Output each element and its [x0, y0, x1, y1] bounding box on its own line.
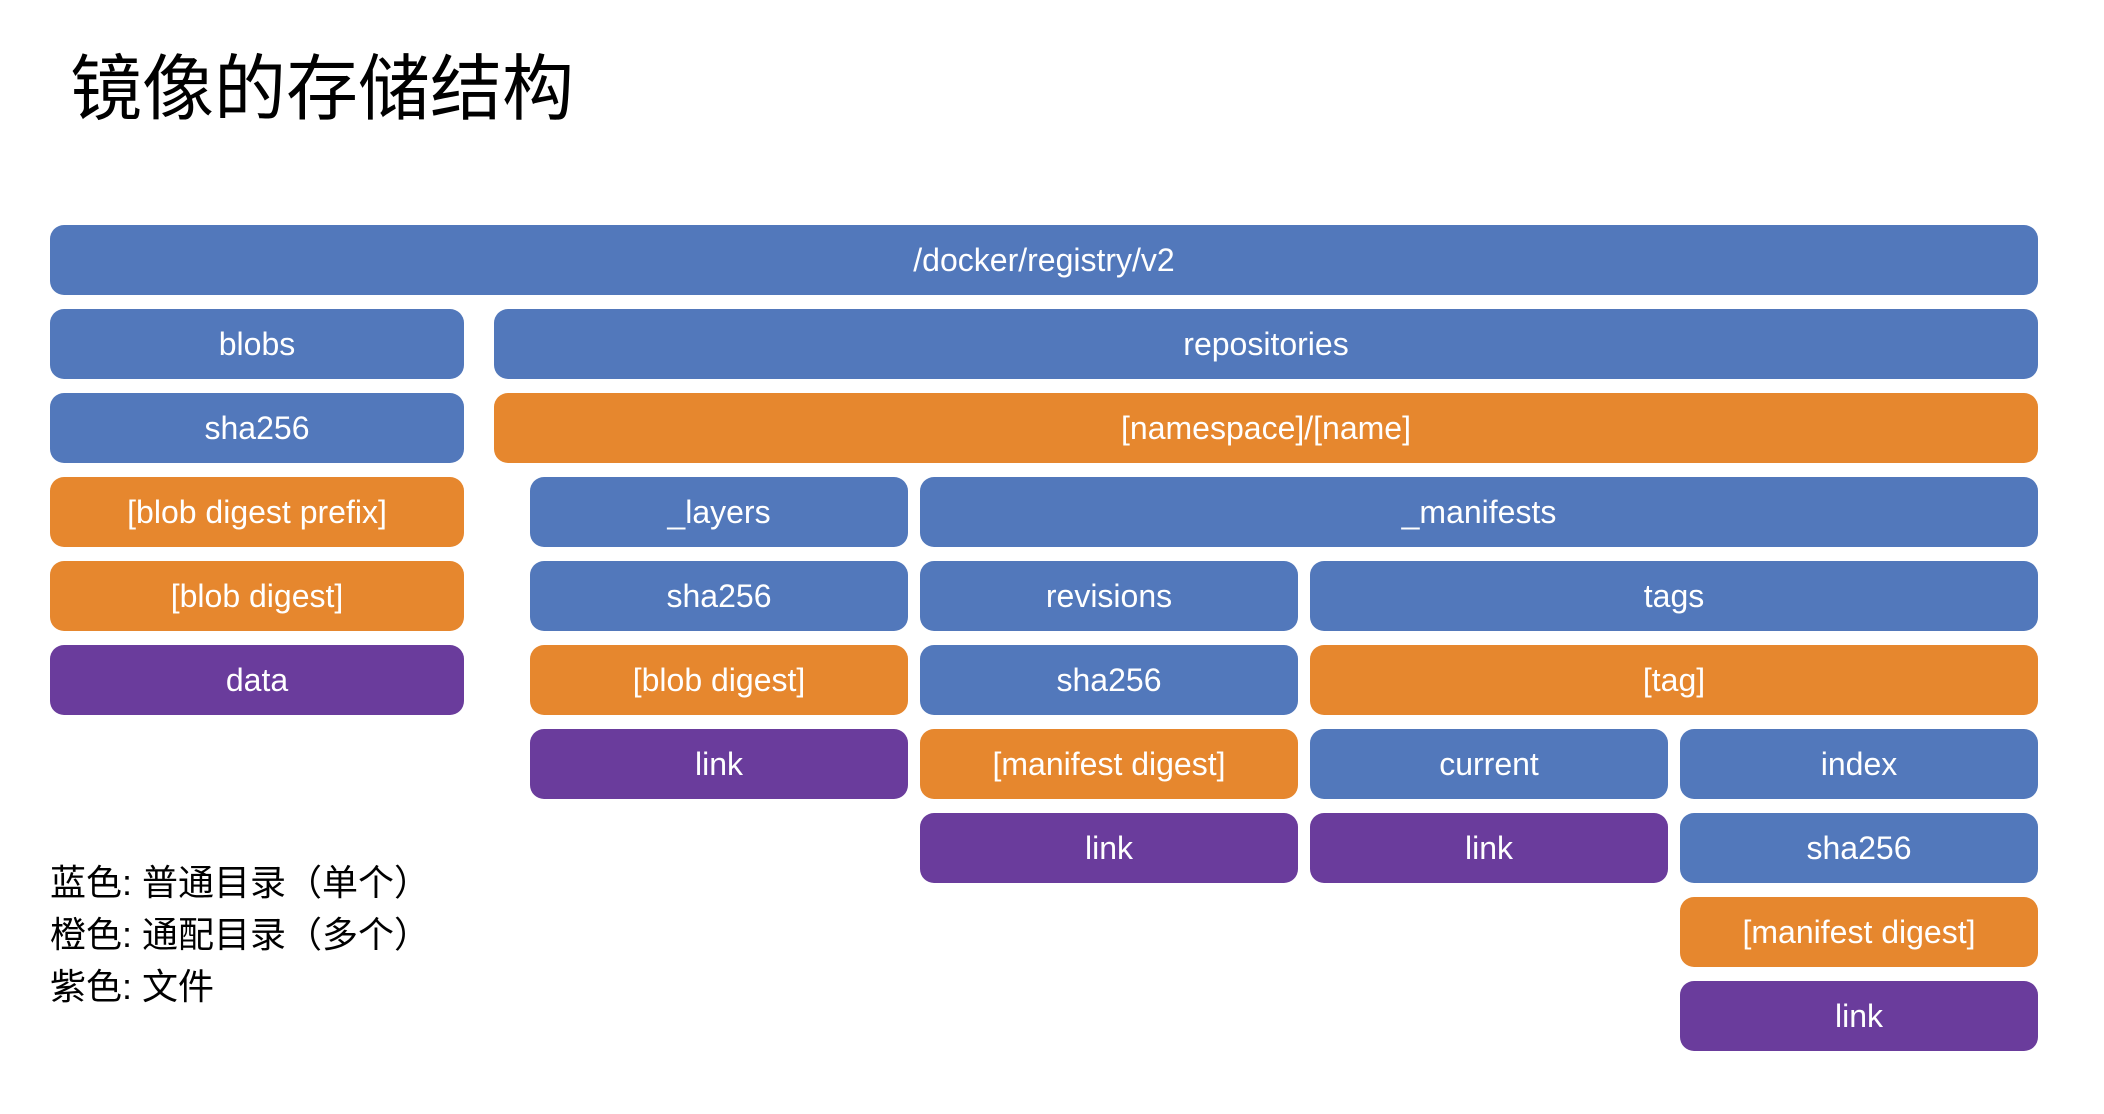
tree-node-revisions-link: link — [920, 813, 1298, 883]
tree-node-label: repositories — [1183, 326, 1348, 363]
legend-item-1: 橙色: 通配目录（多个） — [50, 909, 430, 961]
tree-node-label: sha256 — [205, 410, 310, 447]
tree-node-blobs: blobs — [50, 309, 464, 379]
tree-node-repositories: repositories — [494, 309, 2038, 379]
tree-node-label: link — [1835, 998, 1883, 1035]
tree-node-label: sha256 — [667, 578, 772, 615]
tree-node-label: [tag] — [1643, 662, 1705, 699]
tree-node-index: index — [1680, 729, 2038, 799]
tree-node-label: link — [1465, 830, 1513, 867]
tree-node-label: _manifests — [1402, 494, 1557, 531]
legend-item-0: 蓝色: 普通目录（单个） — [50, 857, 430, 909]
tree-node-layers: _layers — [530, 477, 908, 547]
tree-node-label: sha256 — [1057, 662, 1162, 699]
tree-node-manifest-digest: [manifest digest] — [920, 729, 1298, 799]
tree-node-revisions-sha256: sha256 — [920, 645, 1298, 715]
tree-node-label: _layers — [667, 494, 770, 531]
tree-node-index-sha256: sha256 — [1680, 813, 2038, 883]
tree-node-label: data — [226, 662, 288, 699]
tree-node-layers-blob-digest: [blob digest] — [530, 645, 908, 715]
tree-node-revisions: revisions — [920, 561, 1298, 631]
tree-node-manifests: _manifests — [920, 477, 2038, 547]
tree-node-tags: tags — [1310, 561, 2038, 631]
tree-node-label: [blob digest] — [171, 578, 344, 615]
tree-node-label: /docker/registry/v2 — [913, 242, 1174, 279]
tree-node-label: blobs — [219, 326, 296, 363]
tree-node-label: [blob digest prefix] — [127, 494, 387, 531]
legend: 蓝色: 普通目录（单个）橙色: 通配目录（多个）紫色: 文件 — [50, 857, 430, 1014]
tree-node-namespace-name: [namespace]/[name] — [494, 393, 2038, 463]
tree-node-index-manifest-digest: [manifest digest] — [1680, 897, 2038, 967]
tree-node-tag: [tag] — [1310, 645, 2038, 715]
tree-node-label: [manifest digest] — [1743, 914, 1976, 951]
tree-node-label: [manifest digest] — [993, 746, 1226, 783]
tree-node-layers-link: link — [530, 729, 908, 799]
tree-node-layers-sha256: sha256 — [530, 561, 908, 631]
tree-node-label: current — [1439, 746, 1539, 783]
tree-node-label: index — [1821, 746, 1898, 783]
tree-node-label: sha256 — [1807, 830, 1912, 867]
page-title: 镜像的存储结构 — [70, 30, 2054, 135]
tree-node-current-link: link — [1310, 813, 1668, 883]
tree-node-label: link — [1085, 830, 1133, 867]
tree-node-data: data — [50, 645, 464, 715]
tree-node-label: [namespace]/[name] — [1121, 410, 1411, 447]
tree-node-index-link: link — [1680, 981, 2038, 1051]
tree-node-current: current — [1310, 729, 1668, 799]
legend-item-2: 紫色: 文件 — [50, 961, 430, 1013]
tree-node-blob-digest: [blob digest] — [50, 561, 464, 631]
tree-node-blobs-sha256: sha256 — [50, 393, 464, 463]
tree-node-label: link — [695, 746, 743, 783]
tree-node-label: tags — [1644, 578, 1704, 615]
tree-node-label: revisions — [1046, 578, 1172, 615]
tree-node-label: [blob digest] — [633, 662, 806, 699]
tree-node-blob-digest-prefix: [blob digest prefix] — [50, 477, 464, 547]
tree-node-root: /docker/registry/v2 — [50, 225, 2038, 295]
